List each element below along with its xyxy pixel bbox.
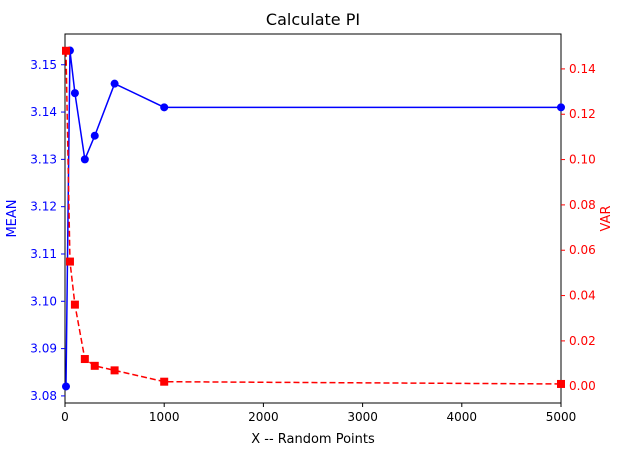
left-y-tick-label: 3.09 xyxy=(30,342,57,356)
var-series-line xyxy=(65,50,562,385)
left-y-tick-label: 3.11 xyxy=(30,247,57,261)
right-y-tick-label: 0.10 xyxy=(569,153,596,167)
var-point xyxy=(65,257,74,266)
right-y-tick-label: 0.12 xyxy=(569,107,596,121)
var-point xyxy=(110,366,119,375)
mean-point xyxy=(80,155,89,164)
mean-point xyxy=(90,131,99,140)
left-y-tick-label: 3.15 xyxy=(30,58,57,72)
left-y-axis-label: MEAN xyxy=(5,199,20,237)
x-tick-label: 5000 xyxy=(546,410,577,424)
plot-frame xyxy=(64,33,562,404)
right-y-tick-label: 0.04 xyxy=(569,289,596,303)
var-point xyxy=(160,377,169,386)
var-point xyxy=(61,46,70,55)
right-y-tick-label: 0.06 xyxy=(569,243,596,257)
x-axis-label: X -- Random Points xyxy=(251,432,375,447)
x-tick-label: 1000 xyxy=(149,410,180,424)
x-tick-label: 0 xyxy=(61,410,69,424)
left-y-tick-label: 3.08 xyxy=(30,389,57,403)
left-y-tick-label: 3.12 xyxy=(30,200,57,214)
mean-point xyxy=(160,103,169,112)
right-y-axis-label: VAR xyxy=(599,206,614,232)
left-y-tick-label: 3.10 xyxy=(30,294,57,308)
x-tick-label: 4000 xyxy=(447,410,478,424)
right-y-tick-label: 0.14 xyxy=(569,62,596,76)
mean-point xyxy=(70,89,79,98)
chart-title: Calculate PI xyxy=(266,10,360,29)
x-tick-label: 2000 xyxy=(248,410,279,424)
right-y-tick-label: 0.02 xyxy=(569,334,596,348)
mean-point xyxy=(110,79,119,88)
mean-series-line xyxy=(65,50,561,387)
right-y-tick-label: 0.00 xyxy=(569,379,596,393)
mean-point xyxy=(61,382,70,391)
right-y-tick-label: 0.08 xyxy=(569,198,596,212)
x-tick-label: 3000 xyxy=(347,410,378,424)
left-y-tick-label: 3.14 xyxy=(30,105,57,119)
var-point xyxy=(90,361,99,370)
var-point xyxy=(70,300,79,309)
mean-point xyxy=(557,103,565,112)
plot-area: 0 1000 2000 3000 4000 5000 3.08 3.09 3.10 3.11 3.1… xyxy=(5,33,614,424)
left-y-tick-label: 3.13 xyxy=(30,152,57,166)
var-point xyxy=(80,355,89,364)
var-point xyxy=(557,379,565,388)
